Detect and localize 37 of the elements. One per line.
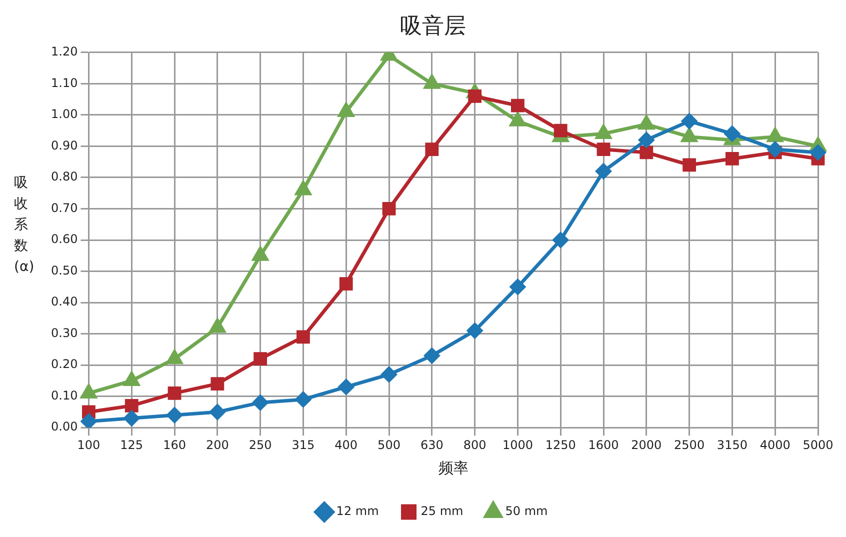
x-tick-label: 400 [334,438,358,452]
y-tick-label: 1.10 [51,76,78,90]
x-tick-label: 3150 [716,438,748,452]
y-axis-title: 吸收系数(α) [14,174,34,277]
y-tick-label: 0.80 [51,170,78,184]
y-tick-label: 0.00 [51,420,78,434]
x-tick-label: 800 [463,438,486,452]
legend-label: 12 mm [336,504,379,518]
x-tick-label: 5000 [802,438,834,452]
x-tick-label: 4000 [760,438,790,452]
y-tick-label: 0.70 [51,200,78,215]
x-tick-label: 1600 [588,438,619,452]
x-axis-title: 频率 [438,458,468,477]
y-tick-label: 0.20 [51,357,78,372]
y-tick-label: 0.40 [51,294,78,309]
chart-title: 吸音层 [400,14,466,39]
x-tick-label: 2000 [631,438,662,452]
x-tick-label: 160 [163,438,186,452]
y-tick-label: 0.30 [51,326,78,340]
x-tick-label: 200 [206,438,229,452]
y-tick-label: 0.10 [51,388,78,402]
x-tick-label: 315 [292,438,315,452]
x-tick-label: 1250 [545,438,576,452]
x-tick-label: 125 [120,438,144,452]
y-tick-label: 0.60 [51,232,78,246]
x-tick-label: 500 [378,438,400,452]
y-tick-label: 0.90 [51,138,78,152]
y-tick-label: 1.00 [51,107,78,122]
y-tick-label: 1.20 [51,44,78,59]
y-tick-label: 0.50 [51,263,78,278]
x-tick-label: 2500 [674,438,705,452]
x-tick-label: 100 [77,438,100,452]
x-tick-label: 250 [248,438,272,452]
x-tick-label: 1000 [502,438,533,452]
legend-label: 50 mm [505,504,548,518]
x-tick-label: 630 [420,438,444,452]
legend-label: 25 mm [420,504,464,518]
